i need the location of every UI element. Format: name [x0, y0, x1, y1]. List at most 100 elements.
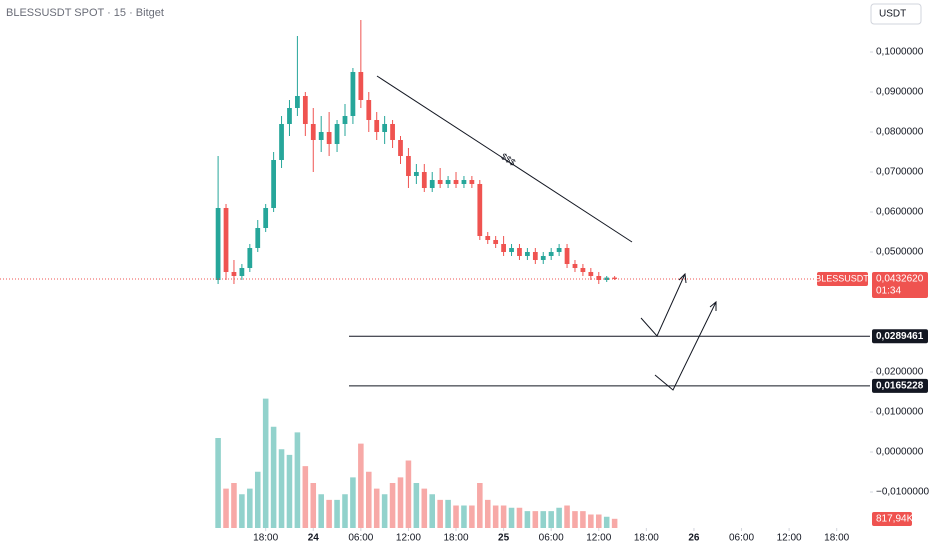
symbol-label: BLESSUSDT [815, 273, 869, 283]
candle-body [588, 272, 594, 276]
level-label-box [872, 329, 928, 344]
volume-bar [445, 499, 451, 528]
candle-body [223, 208, 229, 272]
trend-line [376, 75, 633, 243]
volume-bar [223, 488, 229, 528]
candle-body [477, 184, 483, 236]
arrow [654, 301, 717, 391]
y-tick-label: 0,0500000 [876, 247, 924, 258]
volume-bar [231, 483, 237, 528]
volume-bar [572, 511, 578, 528]
volume-label-box [872, 512, 912, 526]
volume-bar [453, 505, 459, 528]
volume-bar [548, 511, 554, 528]
candle-body [461, 180, 467, 184]
candle-body [358, 72, 364, 100]
x-tick-label: 06:00 [348, 533, 373, 544]
x-tick-label: 12:00 [777, 533, 802, 544]
candle-body [366, 100, 372, 120]
candle-body [350, 72, 356, 116]
y-tick-label: 0,0200000 [876, 367, 924, 378]
candle-body [287, 108, 292, 124]
candle-body [215, 208, 221, 280]
volume-bar [588, 514, 594, 528]
volume-bar [437, 499, 443, 528]
volume-bar [564, 505, 570, 528]
candle-body [429, 180, 435, 188]
x-tick-label: 18:00 [253, 533, 278, 544]
volume-bar [603, 516, 610, 528]
candle-body [509, 248, 514, 252]
candle-body [374, 120, 380, 132]
candle-body [310, 124, 316, 140]
volume-bar [461, 505, 467, 528]
candle-body [398, 140, 403, 156]
y-tick-label: 0,0600000 [876, 207, 924, 218]
volume-bar [381, 494, 388, 528]
candle-body [239, 268, 245, 276]
volume-bar [334, 499, 340, 528]
x-tick-label: 18:00 [634, 533, 659, 544]
candle-body [406, 156, 411, 176]
x-tick-label: 25 [498, 533, 510, 544]
volume-bar [413, 483, 420, 528]
volume-label: 817,94K [876, 514, 914, 525]
y-tick-label: 0,0800000 [876, 127, 924, 138]
candle-body [493, 240, 499, 244]
volume-bar [310, 483, 317, 528]
candle-body [572, 264, 578, 268]
currency-label[interactable]: USDT [879, 9, 906, 20]
candle-body [469, 180, 475, 184]
candle-body [326, 132, 332, 144]
x-tick-label: 06:00 [539, 533, 564, 544]
candle-body [342, 116, 348, 124]
candle-body [263, 208, 269, 228]
volume-bar [397, 477, 404, 528]
y-tick-label: 0,0100000 [876, 407, 924, 418]
price-label: 0,0432620 [876, 274, 924, 285]
y-tick-label: 0,1000000 [876, 47, 924, 58]
candle-body [564, 248, 570, 264]
candle-body [517, 248, 522, 256]
volume-bar [516, 507, 523, 528]
volume-bar [278, 449, 285, 528]
level-label: 0,0289461 [876, 331, 924, 342]
candle-body [421, 172, 427, 188]
volume-bar [326, 499, 332, 528]
volume-bar [366, 471, 372, 528]
x-tick-label: 12:00 [586, 533, 611, 544]
arrow-head [709, 300, 717, 311]
candle-body [612, 277, 618, 279]
x-tick-label: 24 [308, 533, 320, 544]
candle-body [596, 276, 602, 280]
volume-bar [508, 507, 515, 528]
chart-title: BLESSUSDT SPOT · 15 · Bitget [6, 7, 164, 19]
candle-body [295, 96, 300, 108]
volume-bar [595, 514, 602, 528]
candle-body [271, 160, 276, 208]
volume-bar [477, 483, 483, 528]
candle-body [501, 244, 506, 252]
x-tick-label: 18:00 [444, 533, 469, 544]
arrow [640, 273, 686, 337]
candle-body [255, 228, 261, 248]
candle-body [390, 124, 395, 140]
volume-bar [611, 518, 618, 528]
y-tick-label: 0,0700000 [876, 167, 924, 178]
candle-body [548, 252, 554, 256]
y-tick-label: −0,0100000 [876, 487, 930, 498]
level-label: 0,0165228 [876, 381, 924, 392]
candle-body [318, 132, 324, 140]
candle-body [279, 124, 284, 160]
candle-body [453, 180, 459, 184]
x-tick-label: 06:00 [729, 533, 754, 544]
volume-bar [302, 466, 309, 528]
candle-body [437, 180, 443, 184]
countdown: 01:34 [876, 286, 901, 297]
candle-body [382, 124, 388, 132]
volume-bar [247, 488, 253, 528]
candle-body [231, 272, 237, 276]
volume-bar [350, 477, 356, 528]
currency-button[interactable] [870, 3, 922, 25]
